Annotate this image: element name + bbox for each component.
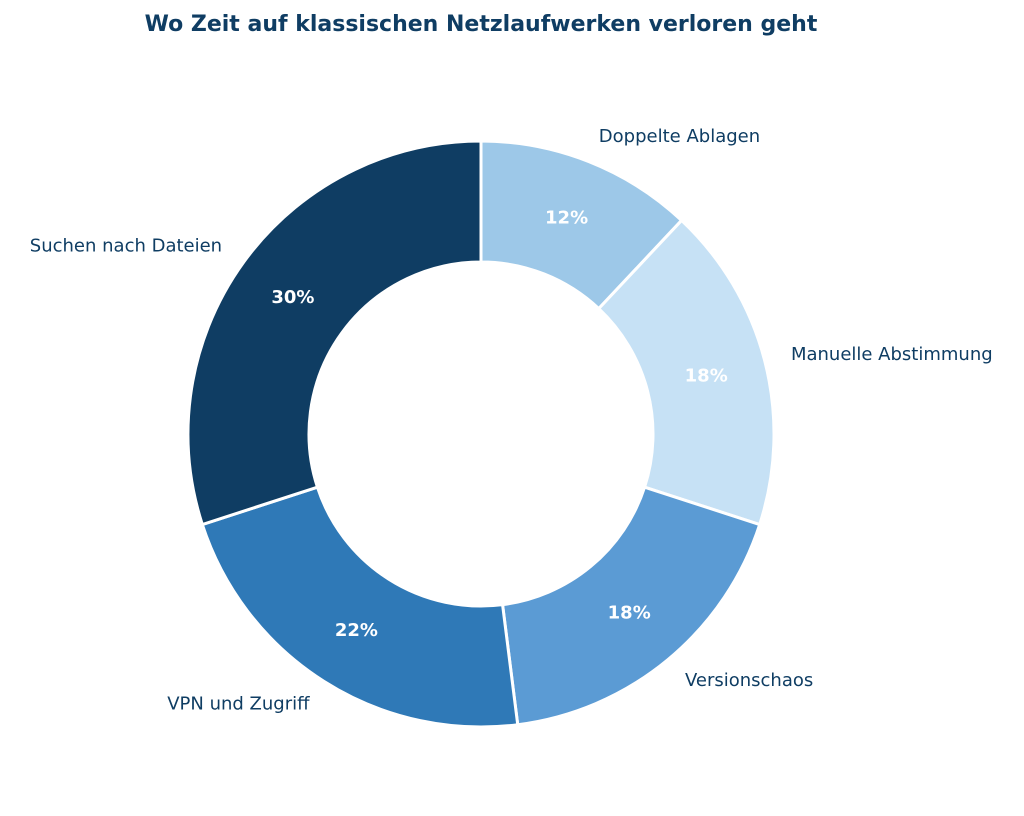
- category-label-vpn-und-zugriff: VPN und Zugriff: [167, 694, 310, 715]
- slice-versionschaos: [500, 485, 762, 727]
- category-label-suchen-nach-dateien: Suchen nach Dateien: [30, 235, 222, 256]
- slice-vpn-und-zugriff: [200, 485, 520, 729]
- slice-value-labels: 12% 18% 18% 22% 30%: [271, 207, 727, 640]
- chart-title: Wo Zeit auf klassischen Netzlaufwerken v…: [145, 12, 818, 37]
- category-label-manuelle-abstimmung: Manuelle Abstimmung: [791, 344, 993, 365]
- value-label-manuelle-abstimmung: 18%: [685, 366, 728, 387]
- value-label-versionschaos: 18%: [608, 603, 651, 624]
- value-label-vpn-und-zugriff: 22%: [335, 620, 378, 641]
- slice-manuelle-abstimmung: [596, 218, 776, 527]
- slice-category-labels: Doppelte Ablagen Manuelle Abstimmung Versi…: [30, 126, 993, 715]
- donut-slices: [186, 139, 776, 729]
- value-label-suchen-nach-dateien: 30%: [271, 287, 314, 308]
- slice-suchen-nach-dateien: [186, 139, 483, 527]
- category-label-versionschaos: Versionschaos: [685, 670, 813, 691]
- category-label-doppelte-ablagen: Doppelte Ablagen: [599, 126, 760, 147]
- value-label-doppelte-ablagen: 12%: [545, 207, 588, 228]
